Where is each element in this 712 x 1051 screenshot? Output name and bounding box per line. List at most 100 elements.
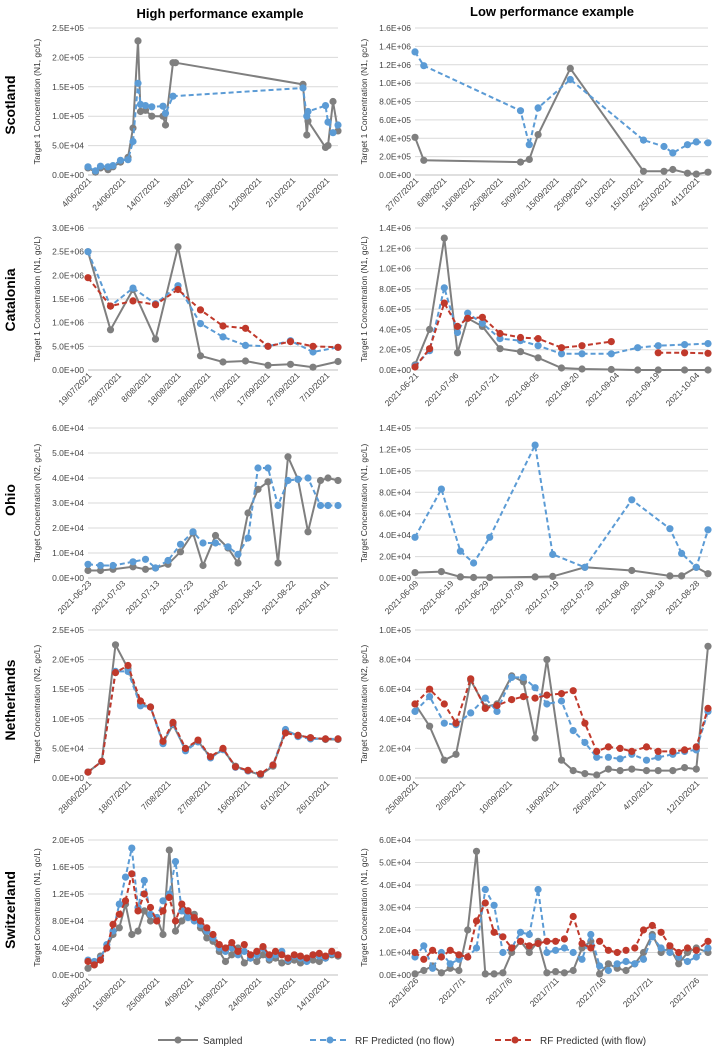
ohio-high-sampled-point	[141, 565, 150, 573]
switzerland-low-xtick-label: 2021/7/21	[621, 975, 655, 1009]
netherlands-low-with-flow-point	[531, 694, 539, 702]
ohio-high-sampled-point	[176, 548, 185, 556]
switzerland-high-with-flow-point	[234, 947, 242, 956]
switzerland-high-sampled-point	[159, 930, 167, 939]
switzerland-high-sampled-point	[278, 959, 286, 967]
scotland-high-ytick-label: 2.0E+05	[52, 52, 84, 62]
netherlands-low-no-flow-point	[593, 753, 601, 761]
switzerland-high-sampled-point	[240, 959, 248, 967]
scotland-low-no-flow-point	[411, 48, 419, 56]
switzerland-low-with-flow-point	[543, 937, 551, 945]
scotland-low-ylabel: Target 1 Concentration (N1, gc/L)	[359, 39, 369, 165]
ohio-high-no-flow-point	[141, 555, 150, 563]
netherlands-low-xtick-label: 4/10/2021	[621, 778, 655, 812]
switzerland-low-no-flow-point	[648, 933, 656, 941]
scotland-low-no-flow-point	[516, 107, 525, 115]
catalonia-low-sampled-point	[634, 366, 642, 374]
netherlands-high-xtick-label: 7/08/2021	[139, 778, 173, 812]
catalonia-low-sampled-line	[414, 237, 708, 371]
scotland-low-sampled-point	[639, 167, 648, 175]
ohio-low-ylabel: Target Concentration (N1, gc/L)	[359, 444, 369, 563]
catalonia-low-no-flow-point	[440, 284, 448, 292]
netherlands-low-sampled-point	[616, 767, 624, 775]
netherlands-low-chart: 0.0E+00 2.0E+04 4.0E+04 6.0E+04 8.0E+04 1.0E+…	[359, 625, 712, 815]
netherlands-low-sampled-point	[604, 765, 613, 773]
switzerland-high-with-flow-point	[109, 920, 117, 929]
switzerland-high-sampled-line	[87, 850, 339, 970]
ohio-high-xtick-label: 2021-07-03	[90, 578, 128, 616]
scotland-low-sampled-point	[683, 169, 692, 177]
switzerland-low-with-flow-point	[490, 928, 498, 936]
ohio-low-xtick-label: 2021-06-29	[453, 578, 491, 616]
switzerland-high-sampled-point	[221, 957, 230, 966]
netherlands-low-with-flow-point	[642, 743, 651, 751]
catalonia-low-sampled-point	[704, 366, 712, 374]
switzerland-low-ytick-label: 2.0E+04	[379, 925, 411, 935]
switzerland-low-with-flow-point	[455, 951, 463, 959]
switzerland-low-no-flow-point	[490, 901, 498, 909]
switzerland-low-with-flow-point	[560, 935, 569, 943]
switzerland-low-with-flow-point	[683, 944, 692, 952]
switzerland-high-no-flow-point	[140, 876, 148, 885]
switzerland-low-sampled-point	[675, 960, 683, 968]
netherlands-low-with-flow-point	[581, 719, 589, 727]
scotland-high-ytick-label: 1.0E+05	[52, 111, 84, 121]
ohio-low-sampled-point	[470, 573, 478, 582]
switzerland-low-no-flow-point	[543, 948, 551, 957]
netherlands-low-xtick-label: 25/08/2021	[383, 778, 420, 815]
scotland-high-no-flow-point	[334, 121, 342, 129]
ohio-high-ytick-label: 0.0E+00	[52, 573, 84, 583]
switzerland-low-with-flow-point	[622, 946, 630, 954]
netherlands-low-with-flow-point	[628, 747, 636, 756]
switzerland-low-sampled-point	[472, 847, 481, 855]
catalonia-low-no-flow-point	[578, 350, 586, 358]
ohio-high-no-flow-point	[176, 540, 185, 548]
ohio-low-sampled-point	[549, 572, 557, 581]
netherlands-low-with-flow-point	[669, 747, 677, 756]
legend-sampled-marker	[174, 1036, 182, 1044]
switzerland-low-no-flow-point	[683, 957, 692, 966]
catalonia-low-sampled-point	[607, 365, 615, 374]
netherlands-high-no-flow-line	[87, 670, 338, 776]
netherlands-high-ytick-label: 1.5E+05	[52, 684, 84, 694]
switzerland-low-no-flow-point	[429, 964, 437, 972]
catalonia-low-ytick-label: 2.0E+05	[379, 345, 411, 355]
catalonia-low-with-flow-point	[426, 345, 434, 353]
catalonia-high-ytick-label: 0.0E+00	[52, 365, 84, 375]
switzerland-low-sampled-point	[525, 948, 533, 957]
netherlands-low-sampled-point	[628, 765, 636, 773]
switzerland-high-no-flow-point	[146, 910, 155, 918]
netherlands-high-ylabel: Target Concentration (N2, gc/L)	[32, 645, 42, 764]
netherlands-low-with-flow-point	[508, 696, 516, 704]
ohio-low-xtick-label: 2021-07-29	[558, 578, 596, 616]
scotland-high-no-flow-point	[148, 103, 156, 111]
netherlands-high-with-flow-point	[219, 744, 227, 753]
scotland-high-xtick-label: 2/10/2021	[264, 175, 298, 209]
ohio-high-no-flow-point	[129, 558, 137, 566]
switzerland-high-sampled-point	[84, 964, 92, 972]
switzerland-high-no-flow-point	[171, 858, 180, 866]
netherlands-low-ytick-label: 0.0E+00	[379, 773, 411, 783]
netherlands-low-sampled-point	[593, 771, 601, 779]
netherlands-high-with-flow-point	[169, 718, 177, 727]
row-label-scotland: Scotland	[2, 75, 18, 134]
ohio-low-no-flow-point	[692, 563, 700, 571]
scotland-high-no-flow-point	[159, 102, 167, 110]
scotland-low-sampled-point	[516, 158, 525, 166]
netherlands-high-xtick-label: 26/10/2021	[294, 778, 331, 815]
switzerland-high-with-flow-point	[196, 917, 205, 925]
switzerland-high-xtick-label: 15/08/2021	[90, 975, 127, 1012]
catalonia-low-xtick-label: 2021-08-20	[543, 370, 581, 408]
catalonia-low-sampled-point	[654, 366, 662, 374]
netherlands-high-with-flow-point	[181, 744, 190, 753]
scotland-high-ytick-label: 0.0E+00	[52, 170, 84, 180]
switzerland-high-xtick-label: 14/10/2021	[294, 975, 331, 1012]
scotland-low-ytick-label: 1.4E+06	[379, 41, 411, 51]
catalonia-low-sampled-point	[496, 345, 504, 353]
switzerland-low-sampled-point	[490, 970, 498, 978]
catalonia-low-xtick-label: 2021-08-05	[503, 370, 541, 408]
switzerland-low-no-flow-point	[552, 946, 560, 954]
ohio-high-no-flow-point	[254, 464, 262, 472]
switzerland-low-sampled-point	[560, 969, 569, 977]
netherlands-low-with-flow-point	[426, 685, 434, 693]
